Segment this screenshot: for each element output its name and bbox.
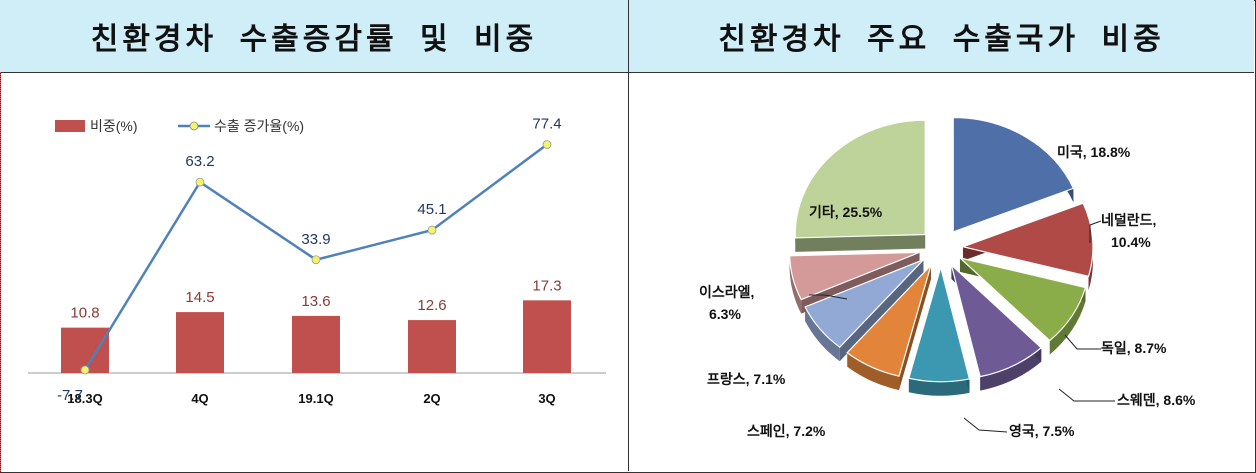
slice-side-스페인 <box>847 352 900 391</box>
right-panel: 친환경차 주요 수출국가 비중 미국, 18.8% 네덜란드, 10.4% 독일, 8… <box>629 0 1254 471</box>
category-label-2Q: 2Q <box>423 391 440 406</box>
slice-이스라엘 <box>789 251 920 301</box>
bar-19.1Q <box>292 315 340 373</box>
slice-독일 <box>957 256 1087 342</box>
slice-label-프랑스: 프랑스, 7.1% <box>707 371 786 387</box>
slice-label-스페인: 스페인, 7.2% <box>747 423 826 439</box>
growth-point-2Q <box>427 225 437 235</box>
growth-value-label-18.3Q: -7.7 <box>57 387 83 404</box>
bar-3Q <box>523 300 571 373</box>
category-label-3Q: 3Q <box>538 391 555 406</box>
slice-기타 <box>794 119 926 239</box>
growth-point-4Q <box>195 177 205 187</box>
slice-label-value: 10.4% <box>1111 234 1151 250</box>
slice-side-프랑스 <box>805 306 840 362</box>
bar-line-chart: 비중(%) 수출 증가율(%) 10.8 14.5 13.6 12.6 17.3 18.3Q 4… <box>28 115 606 406</box>
slice-side-스웨덴 <box>980 347 1042 391</box>
bar-18.3Q <box>61 327 109 373</box>
slice-label-name: 네덜란드, <box>1101 212 1156 228</box>
slice-네덜란드 <box>960 202 1094 278</box>
growth-value-label-19.1Q: 33.9 <box>301 231 330 248</box>
growth-point-19.1Q <box>311 255 321 265</box>
slice-side-이스라엘 <box>789 255 802 314</box>
left-title: 친환경차 수출증감률 및 비중 <box>0 0 628 73</box>
slice-label-value: 6.3% <box>709 306 741 322</box>
slice-label-미국: 미국, 18.8% <box>1057 144 1131 160</box>
slice-스페인 <box>846 264 932 377</box>
category-label-18.3Q: 18.3Q <box>67 391 102 406</box>
legend-bar-swatch <box>55 120 85 132</box>
bar-2Q <box>408 320 456 373</box>
bar-value-label-18.3Q: 10.8 <box>70 305 99 322</box>
slice-label-스웨덴: 스웨덴, 8.6% <box>1117 392 1196 408</box>
bar-4Q <box>176 312 224 373</box>
slice-label-영국: 영국, 7.5% <box>1009 423 1075 439</box>
growth-value-label-4Q: 63.2 <box>185 153 214 170</box>
bar-value-label-19.1Q: 13.6 <box>301 293 330 310</box>
slice-프랑스 <box>804 259 924 348</box>
slice-edge-기타 <box>795 234 926 252</box>
slice-side-독일 <box>1049 287 1086 355</box>
slice-edge-프랑스 <box>839 259 924 362</box>
growth-value-label-2Q: 45.1 <box>417 201 446 218</box>
leader-line-영국 <box>963 417 1008 433</box>
slice-영국 <box>908 265 971 383</box>
leader-line-독일 <box>1064 334 1101 350</box>
slice-side-영국 <box>908 378 970 396</box>
legend-bar-label: 비중(%) <box>90 118 138 134</box>
bar-value-label-2Q: 12.6 <box>417 297 446 314</box>
pie-chart: 미국, 18.8% 네덜란드, 10.4% 독일, 8.7% 스웨덴, 8.6% 영국, … <box>699 116 1196 439</box>
legend-line-label: 수출 증가율(%) <box>214 118 304 134</box>
bar-value-label-3Q: 17.3 <box>532 277 561 294</box>
left-dotted-edge <box>0 72 1 471</box>
leader-line-스웨덴 <box>1058 388 1115 402</box>
growth-point-18.3Q <box>80 365 90 375</box>
right-title: 친환경차 주요 수출국가 비중 <box>629 0 1254 73</box>
growth-value-label-3Q: 77.4 <box>532 115 561 132</box>
slice-label-기타: 기타, 25.5% <box>809 204 883 220</box>
leader-line-이스라엘 <box>809 294 848 300</box>
legend-line-marker <box>189 121 199 131</box>
slice-edge-스페인 <box>899 265 931 391</box>
slice-label-네덜란드: 네덜란드, 10.4% <box>1101 212 1156 250</box>
slice-스웨덴 <box>950 263 1043 378</box>
slice-label-독일: 독일, 8.7% <box>1101 340 1167 356</box>
slice-미국 <box>952 116 1075 233</box>
category-label-19.1Q: 19.1Q <box>298 391 333 406</box>
category-label-4Q: 4Q <box>191 391 208 406</box>
bar-value-label-4Q: 14.5 <box>185 289 214 306</box>
slice-label-name: 이스라엘, <box>699 284 754 300</box>
growth-point-3Q <box>542 140 552 149</box>
slice-label-이스라엘: 이스라엘, 6.3% <box>699 284 754 322</box>
left-panel: 친환경차 수출증감률 및 비중 비중(%) 수출 증가율(%) 10.8 14.5 13… <box>0 0 629 471</box>
leader-line-네덜란드 <box>1089 220 1102 243</box>
